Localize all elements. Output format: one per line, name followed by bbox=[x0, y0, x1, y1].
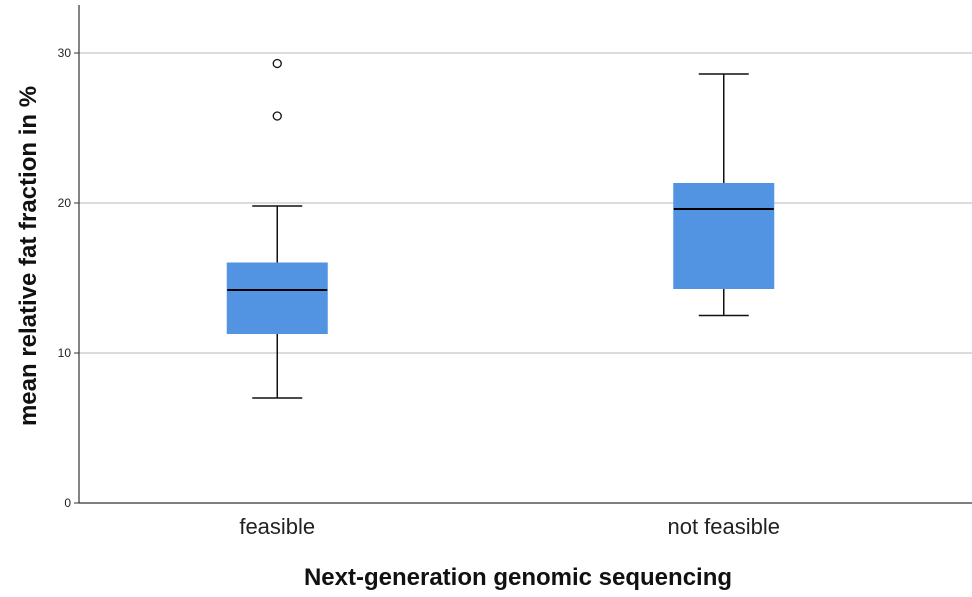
box-2 bbox=[673, 73, 775, 317]
outlier-point-1 bbox=[272, 111, 282, 121]
y-tick-label-30: 30 bbox=[58, 46, 72, 60]
iqr-box bbox=[673, 183, 775, 289]
y-tick-label-0: 0 bbox=[64, 496, 71, 510]
y-axis-title: mean relative fat fraction in % bbox=[15, 86, 42, 426]
y-tick-label-10: 10 bbox=[58, 346, 72, 360]
x-axis-title: Next-generation genomic sequencing bbox=[304, 564, 732, 591]
y-axis-ticks: 0 10 20 30 bbox=[58, 46, 79, 510]
iqr-box bbox=[226, 262, 328, 334]
boxes bbox=[226, 58, 775, 399]
y-tick-label-20: 20 bbox=[58, 196, 72, 210]
x-axis-category-labels: feasible not feasible bbox=[239, 514, 780, 539]
box-1 bbox=[226, 58, 328, 399]
outlier-point-2 bbox=[272, 58, 282, 69]
x-category-label-1: feasible bbox=[239, 514, 315, 539]
gridlines bbox=[79, 52, 972, 354]
x-category-label-2: not feasible bbox=[667, 514, 780, 539]
